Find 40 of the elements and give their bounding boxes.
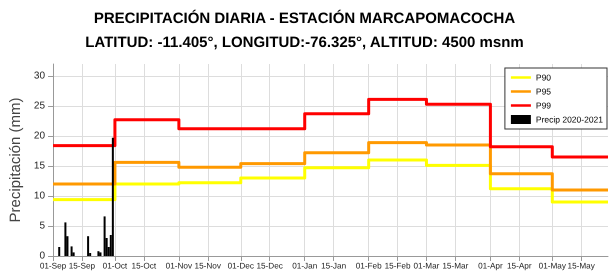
x-tick-label: 01-Feb [356,262,382,270]
y-tick-label: 30 [34,70,46,82]
bar [97,251,100,256]
x-tick-label: 15-Sep [68,262,96,270]
x-tick-label: 01-Apr [478,262,503,270]
x-tick-label: 15-Oct [132,262,157,270]
bar [64,222,66,256]
x-tick-label: 15-May [568,262,596,270]
chart-title: PRECIPITACIÓN DIARIA - ESTACIÓN MARCAPOMACOCHA [94,9,516,27]
bar [70,246,73,256]
chart-subtitle: LATITUD: -11.405°, LONGITUD:-76.325°, ALTITUD: 4500 msnm [85,34,524,51]
x-tick-label: 15-Mar [442,262,469,270]
x-tick-label: 01-Dec [228,262,254,270]
x-tick-label: 15-Apr [506,262,532,270]
x-tick-label: 15-Dec [256,262,283,270]
legend-label: Precip 2020-2021 [536,114,604,124]
y-tick-label: 0 [39,250,46,262]
x-tick-label: 01-Oct [102,262,128,270]
y-tick-label: 25 [34,100,46,112]
y-tick-label: 10 [34,190,46,202]
y-tick-label: 5 [39,220,46,232]
x-tick-label: 01-Nov [166,262,193,270]
y-tick-label: 15 [34,160,46,172]
x-tick-label: 01-May [538,262,567,270]
bar [58,247,60,256]
x-tick-label: 01-Sep [40,262,67,270]
y-axis-title: Precipitación (mm) [7,97,24,223]
x-tick-label: 15-Jan [321,262,347,270]
x-tick-label: 15-Feb [384,262,411,270]
x-tick-label: 01-Mar [413,262,440,270]
bar [87,236,90,256]
legend-label: P95 [536,86,552,96]
bar [112,138,114,256]
x-tick-label: 01-Jan [292,262,318,270]
legend-label: P99 [536,100,552,110]
x-tick-label: 15-Nov [194,262,222,270]
bar [104,216,106,256]
y-tick-label: 20 [34,130,46,142]
legend-label: P90 [536,72,552,82]
bar [99,252,102,256]
